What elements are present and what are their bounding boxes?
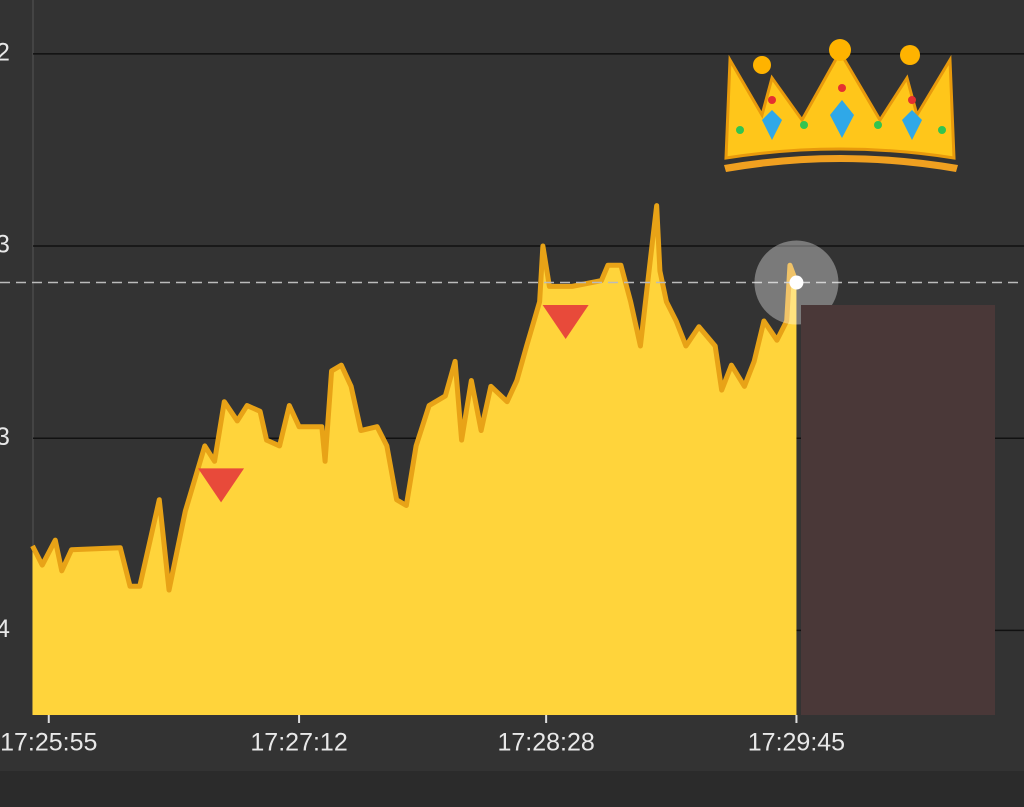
y-tick-label: 3 xyxy=(0,231,10,259)
expiry-zone xyxy=(801,305,995,715)
crown-icon xyxy=(724,39,958,172)
x-axis: 17:25:55 17:27:12 17:28:28 17:29:45 xyxy=(0,715,845,757)
trade-marker xyxy=(198,468,245,503)
y-tick-label: 3 xyxy=(0,423,10,451)
x-tick-label: 17:29:45 xyxy=(748,729,845,757)
x-tick-label: 17:25:55 xyxy=(0,729,97,757)
plot xyxy=(0,203,1024,715)
x-tick-label: 17:28:28 xyxy=(497,729,594,757)
price-line xyxy=(30,203,799,593)
trade-marker xyxy=(542,304,589,339)
footer-bar xyxy=(0,771,1024,807)
x-tick-label: 17:27:12 xyxy=(250,729,347,757)
y-tick-label: 2 xyxy=(0,38,10,66)
current-price-dot xyxy=(789,275,804,290)
y-tick-label: 4 xyxy=(0,615,10,643)
